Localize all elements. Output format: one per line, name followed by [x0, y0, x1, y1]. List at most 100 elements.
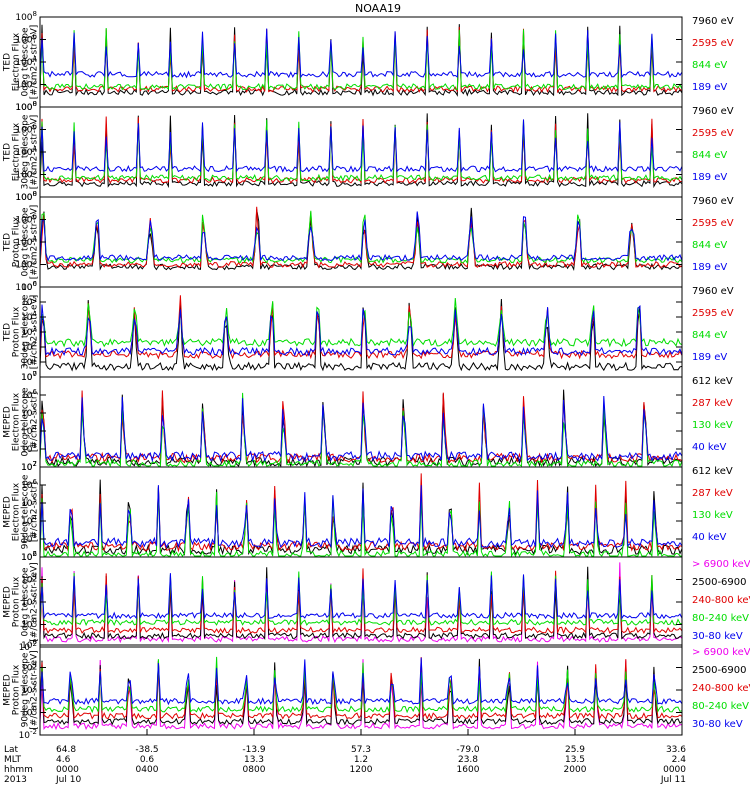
legend-entry: 2500-6900 [692, 665, 747, 676]
plot-title: NOAA19 [355, 2, 401, 15]
legend-entry: 80-240 keV [692, 613, 749, 624]
y-tick-label: 10-2 [19, 728, 37, 741]
y-tick-label: 106 [21, 550, 37, 563]
legend-entry: 7960 eV [692, 196, 734, 207]
y-tick-label: 102 [21, 683, 37, 696]
x-tick-label: 0000 [663, 765, 686, 775]
y-tick-label: 105 [21, 295, 37, 308]
y-axis-label-line: Electron Flux [12, 32, 22, 91]
y-tick-label: 106 [21, 280, 37, 293]
y-axis-label: MEPEDElectron Flux90deg telescope[#/cm2-… [3, 474, 40, 549]
y-tick-label: 102 [21, 550, 37, 563]
x-tick-label: -79.0 [456, 745, 480, 755]
y-axis-label-line: 30deg telescope [21, 114, 31, 189]
y-axis-label-line: Proton Flux [12, 306, 22, 357]
series-line-40-kev [39, 395, 683, 463]
y-axis-label-line: Proton Flux [12, 576, 22, 627]
y-axis-label-line: [#/cm2-s-str] [30, 392, 40, 452]
x-tick-label: 64.8 [56, 745, 76, 755]
legend-entry: 287 keV [692, 398, 733, 409]
y-tick-label: 1002 [15, 258, 37, 271]
y-tick-label: 104 [21, 573, 37, 586]
x-tick-label: 1200 [350, 765, 373, 775]
y-tick-label: 1002 [15, 78, 37, 91]
y-axis-label-line: [#/cm2-s-str-eV] [30, 115, 40, 190]
series-line-80-240-kev [39, 656, 683, 714]
y-tick-label: 1006 [15, 123, 37, 136]
x-tick-label: 1600 [457, 765, 480, 775]
y-tick-label: 100 [21, 706, 37, 719]
legend-entry: 844 eV [692, 150, 727, 161]
y-axis-label-line: Electron Flux [12, 122, 22, 181]
y-tick-label: 102 [21, 340, 37, 353]
y-tick-label: 1006 [15, 213, 37, 226]
x-tick-label: -38.5 [135, 745, 158, 755]
y-axis-label-line: [#/cm2-s-str] [30, 482, 40, 542]
y-axis-label-line: Electron Flux [12, 482, 22, 541]
x-tick-label: Jul 11 [660, 775, 686, 785]
y-axis-label-line: 0deg telescope [21, 387, 31, 457]
x-tick-label: 1.2 [354, 755, 368, 765]
y-tick-label: 103 [21, 532, 37, 545]
y-tick-label: 104 [21, 424, 37, 437]
x-row-label: 2013 [4, 775, 27, 785]
series-line-30-80-kev [39, 657, 683, 706]
x-tick-label: 4.6 [56, 755, 71, 765]
series-line-40-kev [39, 485, 683, 549]
y-tick-label: 1000 [15, 280, 37, 293]
y-axis-label-line: Proton Flux [12, 216, 22, 267]
legend-entry: 40 keV [692, 442, 726, 453]
y-axis-label-line: TED [3, 233, 13, 252]
x-tick-label: 0400 [136, 765, 159, 775]
y-tick-label: 106 [21, 638, 37, 651]
y-tick-label: 104 [21, 661, 37, 674]
legend-entry: 130 keV [692, 510, 733, 521]
y-axis-label-line: 90deg telescope [21, 652, 31, 727]
series-line-2595-ev [39, 116, 683, 185]
y-tick-label: 104 [21, 310, 37, 323]
y-axis-label-line: 30deg telescope [21, 294, 31, 369]
y-tick-label: 1000 [15, 190, 37, 203]
y-axis-label-line: MEPED [3, 496, 13, 528]
legend-entry: 30-80 keV [692, 631, 743, 642]
y-axis-label: MEPEDElectron Flux0deg telescope[#/cm2-s… [3, 387, 40, 457]
y-tick-label: 1004 [15, 235, 37, 248]
series-line-240-800-kev [39, 657, 683, 721]
y-axis-label-line: [#/cm2-s-str-eV] [30, 25, 40, 100]
y-axis-label-line: 0deg telescope [21, 27, 31, 97]
series-line-130-kev [39, 392, 683, 468]
legend-entry: 844 eV [692, 240, 727, 251]
y-axis-label: TEDProton Flux30deg telescope[#/cm2-s-st… [3, 294, 40, 369]
legend-entry: 2500-6900 [692, 577, 747, 588]
legend-entry: 40 keV [692, 532, 726, 543]
legend-entry: 2595 eV [692, 218, 734, 229]
x-row-label: MLT [4, 755, 22, 765]
legend-entry: 189 eV [692, 172, 727, 183]
series-line-189-ev [39, 119, 683, 174]
y-axis-label: MEPEDProton Flux0deg telescope[#/cm2-s-s… [3, 562, 40, 641]
y-axis-label-line: [#/cm2-s-str-eV] [30, 295, 40, 370]
series-line--6900-kev [39, 659, 683, 731]
legend-entry: 287 keV [692, 488, 733, 499]
y-axis-label-line: MEPED [3, 674, 13, 706]
series-line-240-800-kev [39, 568, 683, 635]
y-tick-label: 1004 [15, 145, 37, 158]
y-axis-label-line: [#/cm2-s-str-keV] [30, 562, 40, 641]
series-line-2500-6900 [39, 658, 683, 726]
legend-entry: 30-80 keV [692, 719, 743, 730]
y-axis-label-line: TED [3, 53, 13, 72]
legend-entry: 2595 eV [692, 308, 734, 319]
y-axis-label-line: [#/cm2-s-str-keV] [30, 650, 40, 729]
legend-entry: 80-240 keV [692, 701, 749, 712]
legend-entry: 189 eV [692, 262, 727, 273]
y-tick-label: 100 [21, 370, 37, 383]
y-tick-label: 1008 [15, 190, 37, 203]
panel-3: 1000 1002 1004 1006 1008 TEDProton Flux0deg t… [3, 190, 734, 293]
series-line-2595-ev [39, 295, 683, 360]
legend-entry: > 6900 keV [692, 647, 750, 658]
y-tick-label: 105 [21, 406, 37, 419]
